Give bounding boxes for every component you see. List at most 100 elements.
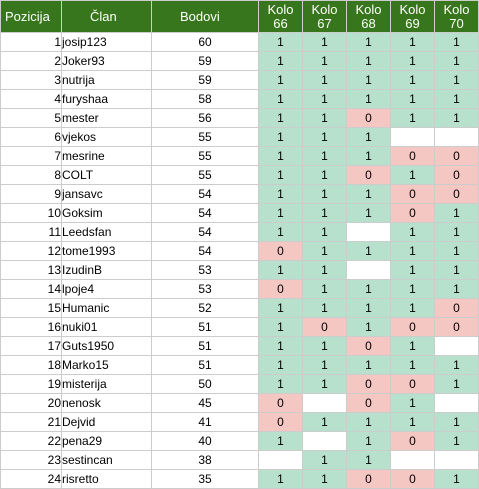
position-cell[interactable]: 23: [0, 450, 62, 470]
kolo-result-cell[interactable]: 1: [346, 279, 391, 299]
points-cell[interactable]: 55: [151, 165, 259, 185]
kolo-result-cell[interactable]: 1: [302, 203, 347, 223]
kolo-result-cell[interactable]: 0: [390, 431, 435, 451]
kolo-result-cell[interactable]: 0: [346, 469, 391, 489]
kolo-result-cell[interactable]: 1: [302, 279, 347, 299]
member-name-cell[interactable]: Dejvid: [61, 412, 152, 432]
position-cell[interactable]: 5: [0, 108, 62, 128]
kolo-result-cell[interactable]: 1: [258, 222, 303, 242]
kolo-result-cell[interactable]: 1: [346, 412, 391, 432]
kolo-result-cell[interactable]: 1: [346, 146, 391, 166]
header-kolo-67[interactable]: Kolo 67: [302, 0, 347, 33]
kolo-result-cell[interactable]: 1: [258, 127, 303, 147]
kolo-result-cell[interactable]: 1: [258, 146, 303, 166]
points-cell[interactable]: 59: [151, 70, 259, 90]
member-name-cell[interactable]: jansavc: [61, 184, 152, 204]
points-cell[interactable]: 38: [151, 450, 259, 470]
member-name-cell[interactable]: nutrija: [61, 70, 152, 90]
kolo-result-cell[interactable]: [390, 450, 435, 470]
points-cell[interactable]: 52: [151, 298, 259, 318]
kolo-result-cell[interactable]: 1: [346, 298, 391, 318]
kolo-result-cell[interactable]: 1: [346, 89, 391, 109]
points-cell[interactable]: 50: [151, 374, 259, 394]
kolo-result-cell[interactable]: 1: [390, 165, 435, 185]
points-cell[interactable]: 51: [151, 336, 259, 356]
position-cell[interactable]: 10: [0, 203, 62, 223]
points-cell[interactable]: 58: [151, 89, 259, 109]
member-name-cell[interactable]: nuki01: [61, 317, 152, 337]
kolo-result-cell[interactable]: 1: [258, 431, 303, 451]
points-cell[interactable]: 53: [151, 279, 259, 299]
position-cell[interactable]: 22: [0, 431, 62, 451]
kolo-result-cell[interactable]: 1: [390, 241, 435, 261]
header-kolo-66[interactable]: Kolo 66: [258, 0, 303, 33]
position-cell[interactable]: 6: [0, 127, 62, 147]
position-cell[interactable]: 20: [0, 393, 62, 413]
kolo-result-cell[interactable]: 1: [390, 279, 435, 299]
position-cell[interactable]: 11: [0, 222, 62, 242]
kolo-result-cell[interactable]: 1: [434, 203, 479, 223]
position-cell[interactable]: 9: [0, 184, 62, 204]
kolo-result-cell[interactable]: [346, 260, 391, 280]
points-cell[interactable]: 53: [151, 260, 259, 280]
member-name-cell[interactable]: nenosk: [61, 393, 152, 413]
kolo-result-cell[interactable]: 0: [390, 374, 435, 394]
kolo-result-cell[interactable]: 1: [258, 108, 303, 128]
kolo-result-cell[interactable]: 1: [258, 184, 303, 204]
kolo-result-cell[interactable]: 1: [390, 108, 435, 128]
kolo-result-cell[interactable]: 1: [258, 298, 303, 318]
kolo-result-cell[interactable]: [434, 336, 479, 356]
position-cell[interactable]: 16: [0, 317, 62, 337]
kolo-result-cell[interactable]: [434, 450, 479, 470]
points-cell[interactable]: 54: [151, 241, 259, 261]
kolo-result-cell[interactable]: 1: [346, 127, 391, 147]
kolo-result-cell[interactable]: 1: [258, 89, 303, 109]
kolo-result-cell[interactable]: 1: [346, 431, 391, 451]
kolo-result-cell[interactable]: 0: [434, 146, 479, 166]
member-name-cell[interactable]: josip123: [61, 32, 152, 52]
kolo-result-cell[interactable]: 1: [434, 374, 479, 394]
kolo-result-cell[interactable]: [434, 127, 479, 147]
points-cell[interactable]: 60: [151, 32, 259, 52]
kolo-result-cell[interactable]: 1: [390, 412, 435, 432]
position-cell[interactable]: 21: [0, 412, 62, 432]
kolo-result-cell[interactable]: 1: [390, 51, 435, 71]
kolo-result-cell[interactable]: 1: [346, 184, 391, 204]
position-cell[interactable]: 7: [0, 146, 62, 166]
points-cell[interactable]: 54: [151, 203, 259, 223]
kolo-result-cell[interactable]: 1: [302, 336, 347, 356]
points-cell[interactable]: 41: [151, 412, 259, 432]
kolo-result-cell[interactable]: 1: [434, 108, 479, 128]
kolo-result-cell[interactable]: 1: [302, 146, 347, 166]
position-cell[interactable]: 3: [0, 70, 62, 90]
member-name-cell[interactable]: Guts1950: [61, 336, 152, 356]
member-name-cell[interactable]: mester: [61, 108, 152, 128]
kolo-result-cell[interactable]: 0: [258, 393, 303, 413]
member-name-cell[interactable]: furyshaa: [61, 89, 152, 109]
kolo-result-cell[interactable]: 1: [434, 70, 479, 90]
points-cell[interactable]: 40: [151, 431, 259, 451]
kolo-result-cell[interactable]: 1: [434, 89, 479, 109]
kolo-result-cell[interactable]: [302, 393, 347, 413]
member-name-cell[interactable]: mesrine: [61, 146, 152, 166]
kolo-result-cell[interactable]: 1: [302, 355, 347, 375]
kolo-result-cell[interactable]: 1: [434, 260, 479, 280]
member-name-cell[interactable]: Marko15: [61, 355, 152, 375]
kolo-result-cell[interactable]: 1: [346, 203, 391, 223]
header-kolo-70[interactable]: Kolo 70: [434, 0, 479, 33]
kolo-result-cell[interactable]: 1: [302, 450, 347, 470]
kolo-result-cell[interactable]: [302, 431, 347, 451]
kolo-result-cell[interactable]: 1: [258, 469, 303, 489]
member-name-cell[interactable]: tome1993: [61, 241, 152, 261]
position-cell[interactable]: 2: [0, 51, 62, 71]
kolo-result-cell[interactable]: 1: [390, 355, 435, 375]
kolo-result-cell[interactable]: 0: [434, 165, 479, 185]
points-cell[interactable]: 59: [151, 51, 259, 71]
kolo-result-cell[interactable]: [390, 127, 435, 147]
kolo-result-cell[interactable]: 1: [390, 393, 435, 413]
points-cell[interactable]: 55: [151, 127, 259, 147]
kolo-result-cell[interactable]: 1: [346, 317, 391, 337]
kolo-result-cell[interactable]: 1: [434, 431, 479, 451]
kolo-result-cell[interactable]: 1: [346, 450, 391, 470]
kolo-result-cell[interactable]: 1: [390, 70, 435, 90]
